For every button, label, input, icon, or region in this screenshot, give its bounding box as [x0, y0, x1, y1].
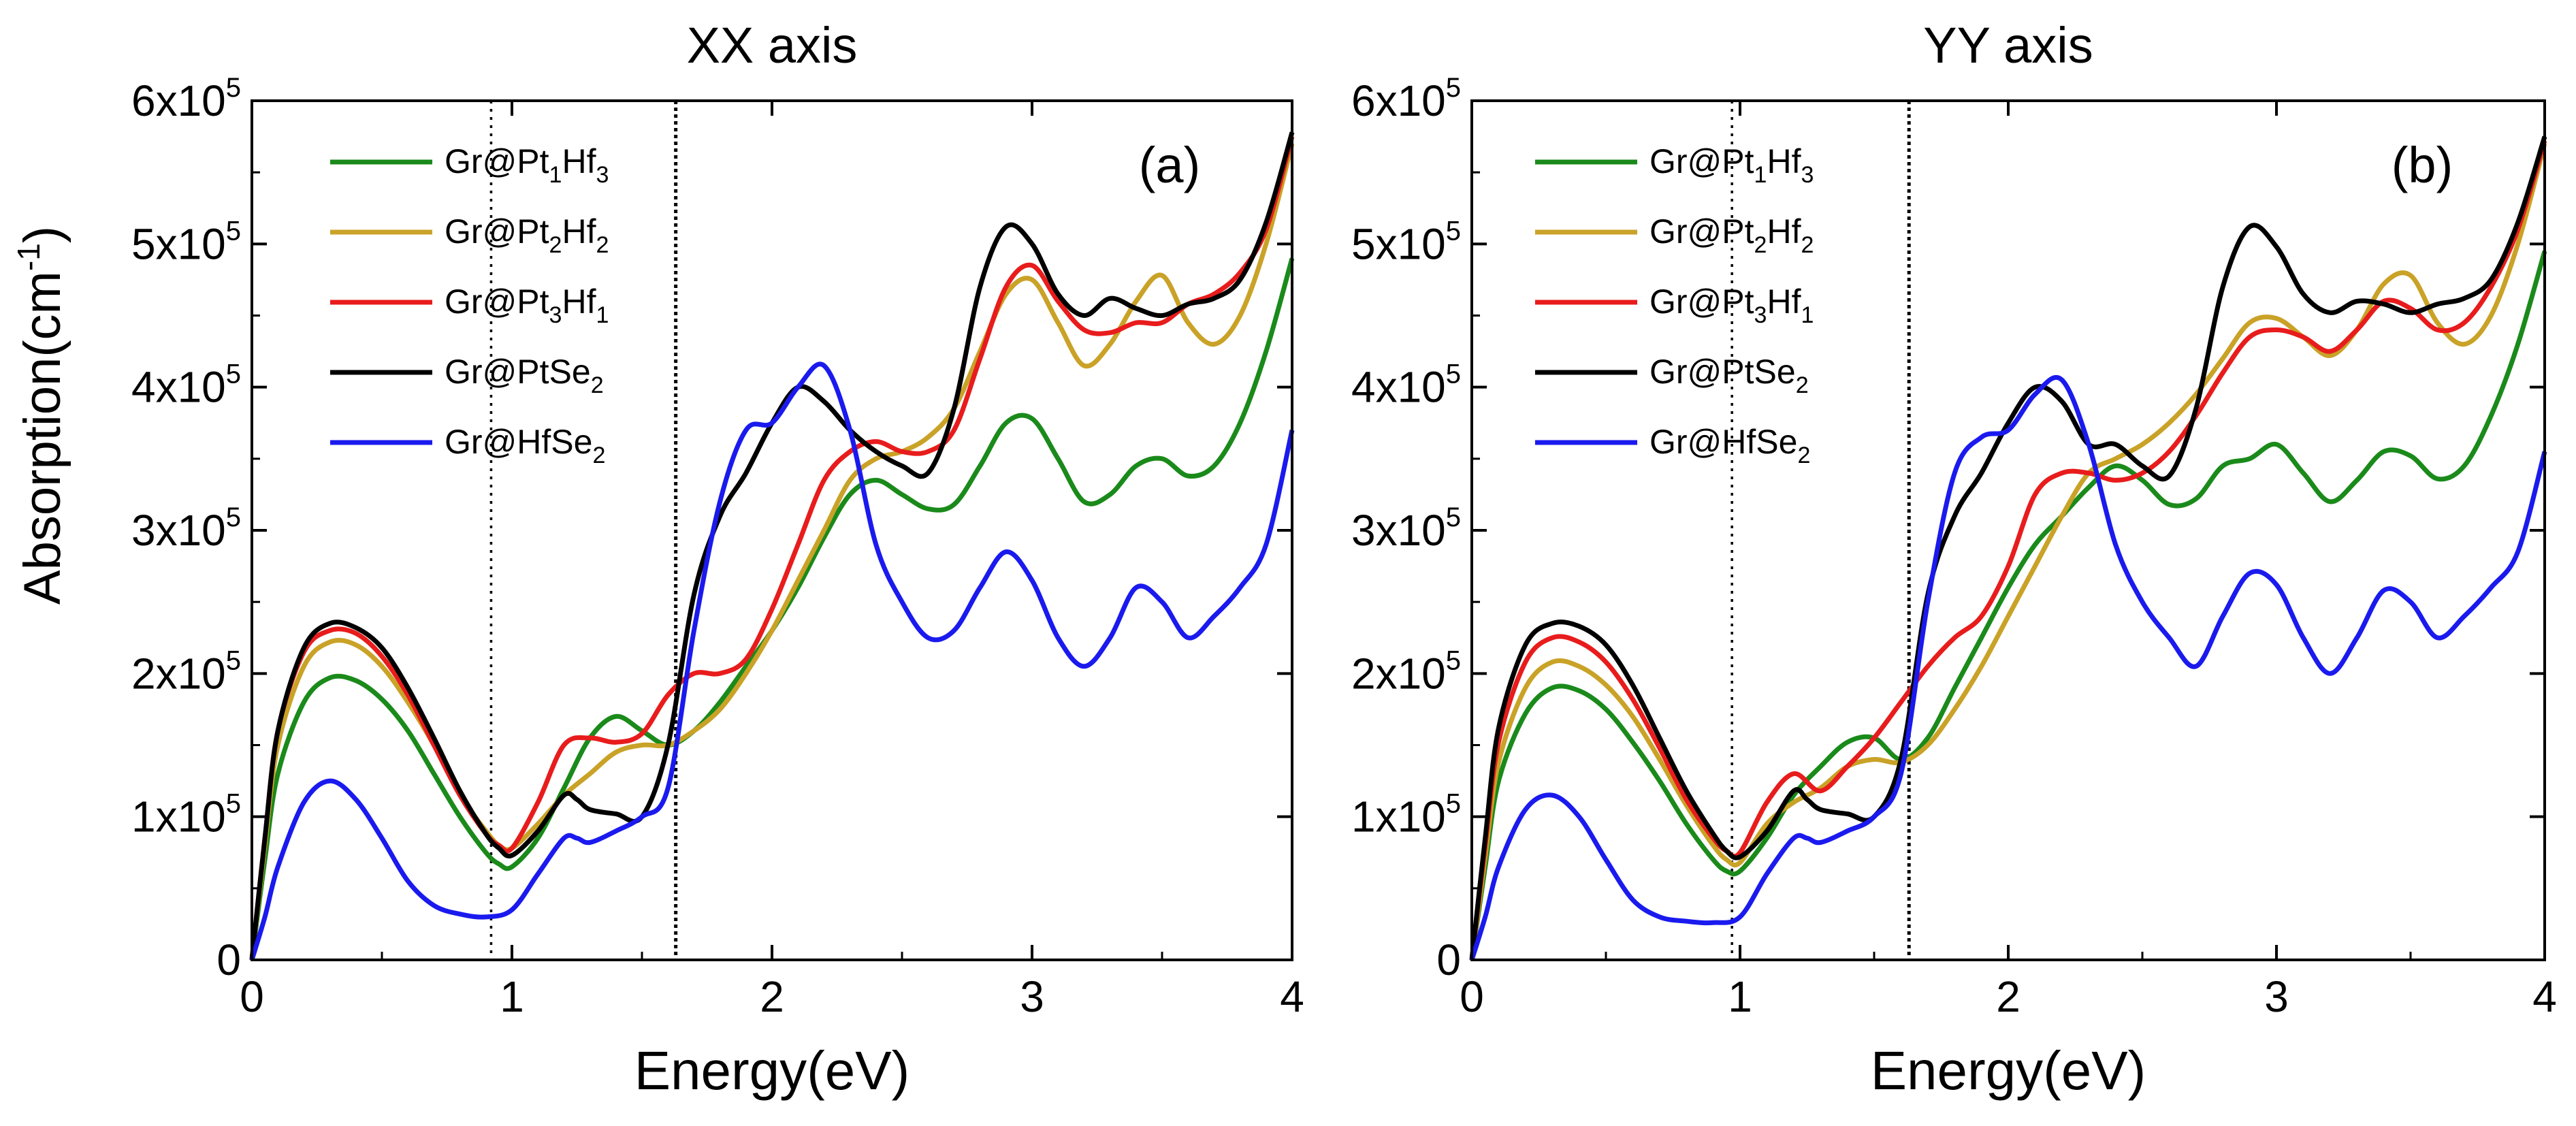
panel-a-x-tick-label: 4: [1280, 972, 1304, 1021]
panel-a-series-gr-pt3hf1: [249, 135, 1295, 961]
panel-a-y-tick-label: 6x105: [131, 73, 241, 125]
panel-b-legend-label: Gr@Pt3Hf1: [1649, 283, 1814, 328]
panel-a-x-tick-label: 3: [1020, 972, 1044, 1021]
panel-a-xx-axis: XX axis (a) 0 1 2 3 4 0 1x105 2x105 3x105 4x105 5x10…: [131, 17, 1304, 1101]
panel-b-series-gr-pt1hf3: [1469, 250, 2547, 961]
panel-a-legend-label: Gr@Pt1Hf3: [445, 142, 609, 188]
panel-b-legend-label: Gr@HfSe2: [1649, 423, 1810, 468]
panel-b-x-tick-label: 0: [1460, 972, 1484, 1021]
panel-b-legend-label: Gr@PtSe2: [1649, 353, 1809, 398]
panel-b-x-tick-label: 2: [1996, 972, 2020, 1021]
panel-a-series-gr-hfse2: [249, 361, 1295, 961]
panel-b-x-tick-label: 3: [2264, 972, 2289, 1021]
panel-b-y-tick-label: 4x105: [1351, 359, 1461, 412]
panel-b-y-tick-label: 3x105: [1351, 502, 1461, 555]
panel-a-title: XX axis: [687, 17, 858, 74]
panel-b-x-axis-label: Energy(eV): [1871, 1040, 2146, 1101]
panel-a-y-tick-label: 1x105: [131, 789, 241, 841]
panel-a-x-tick-label: 0: [240, 972, 264, 1021]
panel-b-plot-area: [1469, 135, 2547, 961]
panel-b-series-gr-hfse2: [1469, 375, 2547, 961]
panel-b-series-gr-ptse2: [1469, 135, 2547, 961]
panel-b-series-gr-pt2hf2: [1469, 143, 2547, 961]
panel-a-legend-label: Gr@Pt3Hf1: [445, 283, 609, 328]
panel-b-y-tick-label: 1x105: [1351, 789, 1461, 841]
panel-a-y-tick-label: 0: [216, 935, 241, 984]
panel-b-y-tick-label: 5x105: [1351, 216, 1461, 268]
panel-a-series-gr-pt1hf3: [249, 257, 1295, 961]
panel-a-legend-label: Gr@PtSe2: [445, 353, 604, 398]
y-axis-label: Absorption(cm-1): [11, 226, 71, 605]
panel-a-y-tick-label: 4x105: [131, 359, 241, 412]
panel-a-plot-area: [249, 131, 1295, 961]
panel-b-x-tick-label: 1: [1728, 972, 1752, 1021]
panel-b-y-tick-label: 0: [1436, 935, 1461, 984]
panel-a-series-gr-pt2hf2: [249, 143, 1295, 961]
panel-b-legend-label: Gr@Pt1Hf3: [1649, 142, 1814, 188]
panel-b-legend: Gr@Pt1Hf3 Gr@Pt2Hf2 Gr@Pt3Hf1 Gr@PtSe2 Gr@Hf…: [1535, 142, 1814, 468]
panel-a-legend-label: Gr@Pt2Hf2: [445, 212, 609, 258]
panel-b-yy-axis: YY axis (b) 0 1 2 3 4 0 1x105 2x105 3x105 4x105 5x10…: [1351, 17, 2557, 1101]
panel-b-label: (b): [2392, 137, 2453, 193]
panel-a-x-tick-label: 1: [500, 972, 524, 1021]
panel-a-series-gr-ptse2: [249, 131, 1295, 961]
panel-a-y-tick-label: 5x105: [131, 216, 241, 268]
panel-b-series-gr-pt3hf1: [1469, 140, 2547, 961]
panel-a-legend: Gr@Pt1Hf3 Gr@Pt2Hf2 Gr@Pt3Hf1 Gr@PtSe2 Gr@Hf…: [330, 142, 609, 468]
panel-a-plot-frame: [251, 99, 1293, 961]
panel-b-y-tick-label: 6x105: [1351, 73, 1461, 125]
panel-b-legend-label: Gr@Pt2Hf2: [1649, 212, 1814, 258]
panel-a-x-axis-label: Energy(eV): [634, 1040, 910, 1101]
panel-a-y-tick-label: 2x105: [131, 645, 241, 698]
panel-a-y-tick-label: 3x105: [131, 502, 241, 555]
panel-b-y-tick-label: 2x105: [1351, 645, 1461, 698]
panel-a-x-tick-label: 2: [760, 972, 784, 1021]
panel-b-x-tick-label: 4: [2532, 972, 2557, 1021]
panel-b-plot-frame: [1470, 99, 2546, 961]
panel-a-legend-label: Gr@HfSe2: [445, 423, 605, 468]
panel-a-label: (a): [1139, 137, 1200, 193]
panel-b-title: YY axis: [1923, 17, 2093, 74]
